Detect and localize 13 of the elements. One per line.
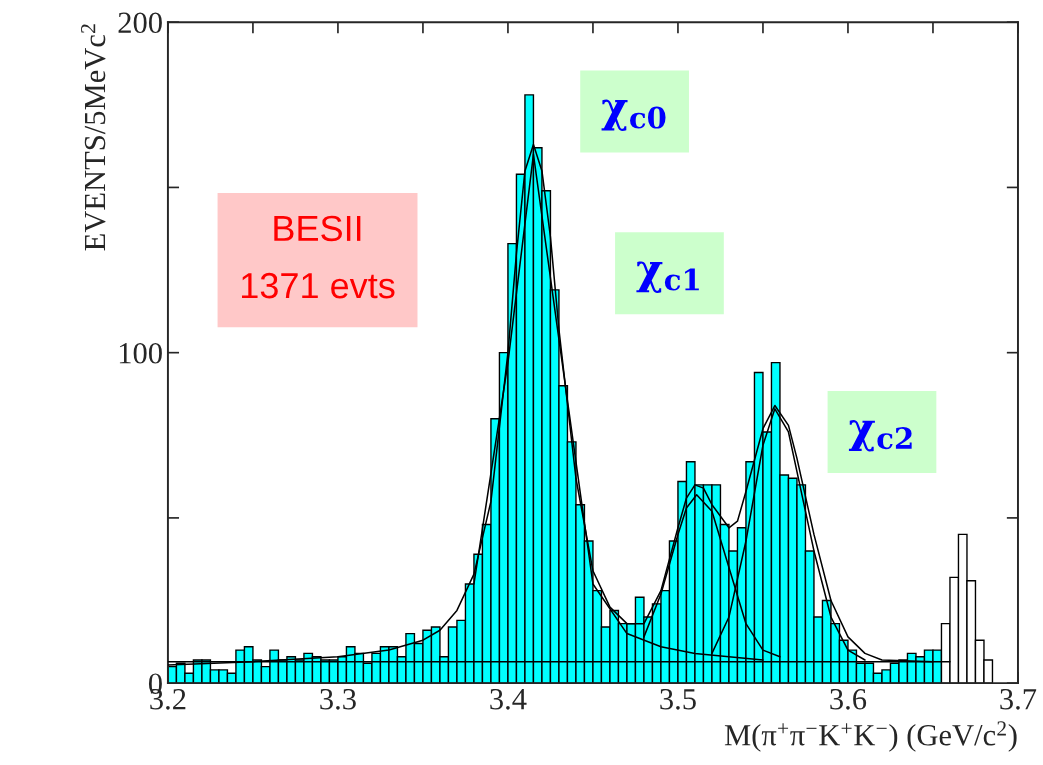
y-tick-label: 100 [119, 342, 162, 364]
x-tick-label: 3.3 [320, 688, 356, 710]
y-axis-title: EVENTS/5MeVc$^{2}$ [81, 24, 106, 251]
x-tick-label: 3.5 [660, 688, 696, 710]
annotation: χ$_{c0}$ [601, 99, 666, 131]
text: M(π$^{+}$π$^{−}$K$^{+}$K$^{−}$) (GeV/c$^{2}$) [724, 721, 1017, 752]
annotation: BESII 1371 evts [241, 215, 395, 299]
y-tick-label: 200 [118, 12, 162, 34]
x-tick-label: 3.7 [1000, 688, 1037, 710]
x-tick-label: 3.6 [830, 688, 867, 710]
x-tick-label: 3.4 [490, 688, 527, 710]
annotation: χ$_{c2}$ [848, 420, 912, 452]
annotation: χ$_{c1}$ [636, 261, 699, 293]
